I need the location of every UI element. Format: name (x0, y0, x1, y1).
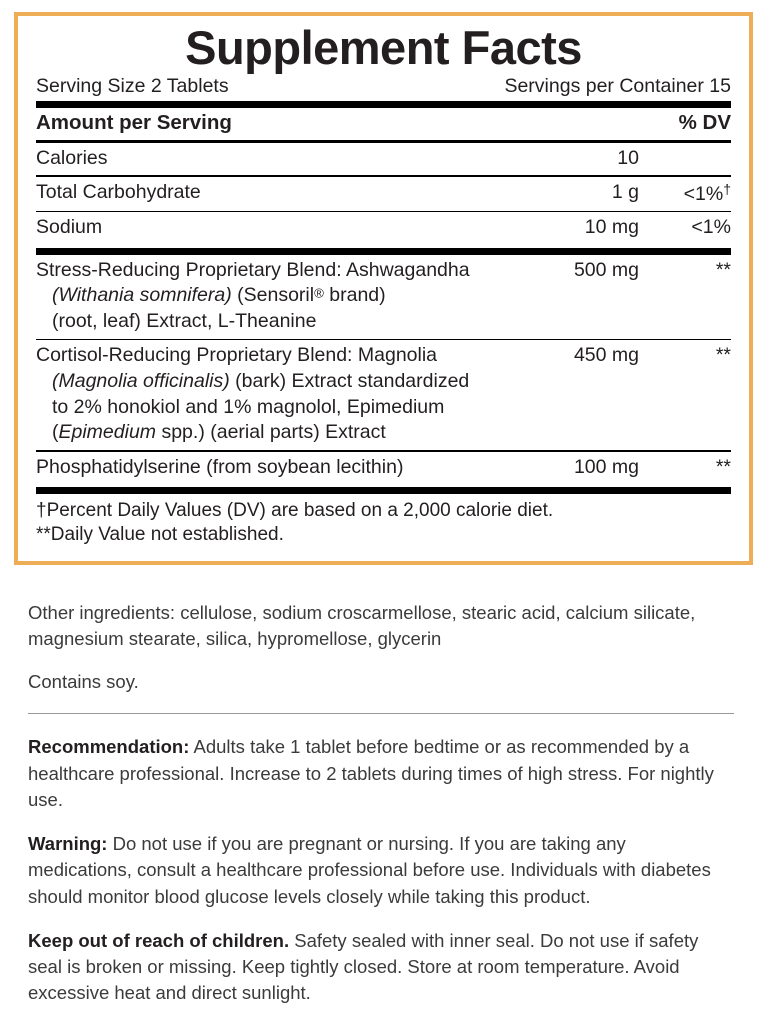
serving-size: Serving Size 2 Tablets (36, 74, 229, 97)
blend-dv: ** (715, 344, 731, 367)
keep-out-of-reach-paragraph: Keep out of reach of children. Safety se… (28, 928, 734, 1007)
footnote-daily-values: †Percent Daily Values (DV) are based on … (36, 499, 554, 521)
keep-out-label: Keep out of reach of children. (28, 929, 290, 951)
rule-above-blends (36, 247, 731, 255)
amount-per-serving-label: Amount per Serving (36, 111, 232, 135)
nutrient-amount: 10 mg (584, 216, 639, 239)
blend-line-4: (Epimedium spp.) (aerial parts) Extract (52, 421, 386, 444)
nutrient-amount: 100 mg (573, 455, 639, 478)
blend-line-1: Stress-Reducing Proprietary Blend: Ashwa… (36, 258, 470, 281)
registered-mark-icon: ® (314, 285, 324, 301)
nutrient-name: Calories (36, 146, 108, 169)
row-divider (36, 210, 731, 213)
servings-per-container: Servings per Container 15 (504, 74, 731, 97)
rule-under-servings (36, 101, 731, 109)
rule-under-header (36, 139, 731, 143)
nutrient-name: Total Carbohydrate (36, 180, 201, 203)
table-row-blend: Cortisol-Reducing Proprietary Blend: Mag… (36, 340, 731, 450)
table-row-blend: Stress-Reducing Proprietary Blend: Ashwa… (36, 255, 731, 339)
table-row: Sodium 10 mg <1% (36, 212, 731, 244)
row-divider (36, 175, 731, 177)
nutrient-amount: 10 (617, 146, 639, 169)
nutrient-name: Sodium (36, 216, 103, 239)
table-row: Total Carbohydrate 1 g <1%† (36, 177, 731, 211)
table-row: Calories 10 (36, 143, 731, 175)
warning-text: Do not use if you are pregnant or nursin… (28, 833, 711, 907)
nutrient-amount: 1 g (611, 180, 639, 203)
nutrient-dv: <1%† (683, 180, 731, 205)
other-ingredients-paragraph: Other ingredients: cellulose, sodium cro… (28, 602, 696, 650)
dv-col-header: % DV (678, 111, 731, 135)
allergen-statement: Contains soy. (28, 670, 139, 692)
blend-name: Stress-Reducing Proprietary Blend: Ashwa… (36, 258, 521, 335)
blend-line-2: (Magnolia officinalis) (bark) Extract st… (52, 369, 470, 392)
blend-line-3: to 2% honokiol and 1% magnolol, Epimediu… (52, 395, 445, 418)
section-divider (28, 712, 734, 715)
recommendation-paragraph: Recommendation: Adults take 1 tablet bef… (28, 734, 734, 813)
nutrient-name: Phosphatidylserine (from soybean lecithi… (36, 455, 404, 478)
blend-name: Cortisol-Reducing Proprietary Blend: Mag… (36, 343, 521, 446)
label-body-copy: Other ingredients: cellulose, sodium cro… (28, 600, 734, 1024)
keep-out-text: Safety sealed with inner seal. Do not us… (28, 929, 699, 1004)
serving-info-row: Serving Size 2 Tablets Servings per Cont… (36, 74, 731, 98)
blend-line-2: (Withania somnifera) (Sensoril® brand) (52, 284, 386, 307)
warning-paragraph: Warning: Do not use if you are pregnant … (28, 831, 734, 910)
warning-label: Warning: (28, 833, 108, 855)
footnote-dv-not-established: **Daily Value not established. (36, 523, 284, 545)
blend-line-1: Cortisol-Reducing Proprietary Blend: Mag… (36, 344, 438, 367)
recommendation-text: Adults take 1 tablet before bedtime or a… (28, 736, 714, 810)
nutrient-dv: ** (715, 455, 731, 478)
blend-line-3: (root, leaf) Extract, L-Theanine (52, 310, 317, 333)
blend-dv: ** (715, 258, 731, 281)
blend-amount: 450 mg (573, 344, 639, 367)
recommendation-label: Recommendation: (28, 736, 190, 758)
rule-above-footnotes (36, 486, 731, 494)
panel-footnotes: †Percent Daily Values (DV) are based on … (36, 494, 731, 547)
nutrient-dv: <1% (691, 216, 731, 239)
row-divider (36, 450, 731, 452)
table-row: Phosphatidylserine (from soybean lecithi… (36, 452, 731, 484)
dagger-marker: † (723, 180, 731, 197)
blend-amount: 500 mg (573, 258, 639, 281)
row-divider (36, 338, 731, 341)
amount-per-serving-header-row: Amount per Serving % DV (36, 108, 731, 140)
panel-title: Supplement Facts (185, 21, 582, 74)
supplement-facts-panel: Supplement Facts Serving Size 2 Tablets … (14, 12, 753, 565)
